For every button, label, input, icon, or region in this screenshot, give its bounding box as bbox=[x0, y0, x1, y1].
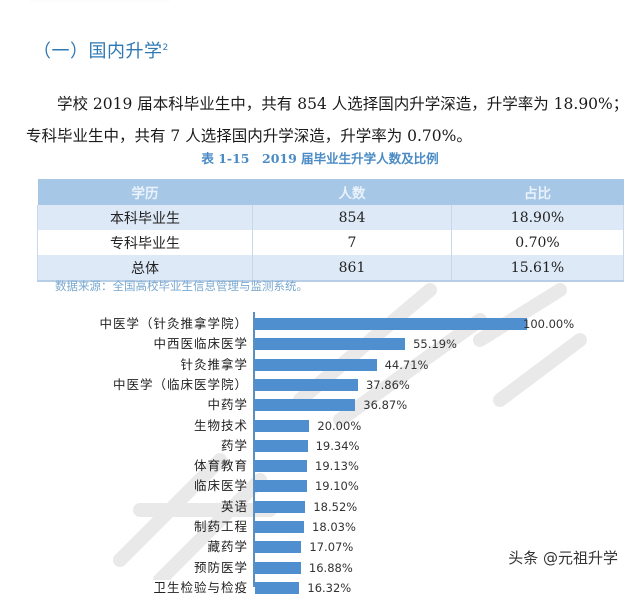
value-label: 36.87% bbox=[363, 398, 408, 413]
value-label: 19.10% bbox=[314, 479, 359, 494]
category-label: 针灸推拿学 bbox=[180, 356, 248, 372]
chart-row: 中药学 36.87% bbox=[0, 395, 640, 415]
cell: 本科毕业生 bbox=[37, 205, 253, 230]
chart-row: 药学 19.34% bbox=[0, 436, 640, 456]
bar bbox=[255, 419, 310, 432]
footnote-mark: 2 bbox=[162, 43, 169, 53]
bar bbox=[255, 399, 356, 412]
value-label: 44.71% bbox=[384, 357, 429, 372]
chart-row: 中西医临床医学 55.19% bbox=[0, 334, 640, 354]
category-label: 预防医学 bbox=[193, 559, 248, 575]
value-label: 18.03% bbox=[312, 520, 356, 534]
chart-row: 藏药学 17.07% bbox=[0, 537, 640, 557]
table-row: 总体 861 15.61% bbox=[37, 255, 624, 282]
enrollment-table: 学历 人数 占比 本科毕业生 854 18.90% 专科毕业生 7 0.70% … bbox=[37, 179, 624, 282]
section-title: （一）国内升学2 bbox=[33, 37, 169, 63]
value-label: 37.86% bbox=[365, 377, 410, 392]
chart-row: 针灸推拿学 44.71% bbox=[0, 355, 640, 375]
cell: 7 bbox=[252, 230, 452, 255]
value-label: 17.07% bbox=[309, 540, 354, 555]
value-label: 20.00% bbox=[317, 418, 362, 433]
body-paragraph: 学校 2019 届本科毕业生中，共有 854 人选择国内升学深造，升学率为 18… bbox=[26, 88, 631, 152]
chart-row: 中医学（临床医学院） 37.86% bbox=[0, 375, 640, 395]
chart-row: 英语 18.52% bbox=[0, 497, 640, 517]
bar bbox=[255, 338, 406, 351]
category-label: 生物技术 bbox=[193, 417, 248, 433]
bar bbox=[255, 439, 308, 452]
cell: 18.90% bbox=[451, 205, 624, 230]
value-label: 55.19% bbox=[413, 337, 457, 352]
bar bbox=[255, 378, 358, 391]
bar bbox=[255, 521, 305, 533]
bar bbox=[255, 561, 301, 574]
cell: 854 bbox=[252, 205, 452, 230]
table-header-row: 学历 人数 占比 bbox=[37, 179, 624, 205]
category-label: 中医学（临床医学院） bbox=[112, 376, 248, 392]
bar bbox=[255, 581, 300, 594]
paragraph-line-1: 学校 2019 届本科毕业生中，共有 854 人选择国内升学深造，升学率为 18… bbox=[57, 95, 629, 113]
bar bbox=[255, 541, 302, 554]
bar bbox=[255, 500, 306, 513]
category-label: 药学 bbox=[220, 437, 248, 453]
category-label: 中西医临床医学 bbox=[153, 336, 248, 352]
table-row: 本科毕业生 854 18.90% bbox=[37, 205, 624, 230]
bar bbox=[255, 318, 527, 330]
data-source-note: 数据来源：全国高校毕业生信息管理与监测系统。 bbox=[55, 279, 308, 293]
table-caption: 表 1-15 2019 届毕业生升学人数及比例 bbox=[201, 151, 439, 166]
category-label: 藏药学 bbox=[207, 539, 248, 555]
bar bbox=[255, 460, 308, 473]
value-label: 16.88% bbox=[308, 560, 353, 575]
table-row: 专科毕业生 7 0.70% bbox=[37, 230, 624, 255]
cut-off-heading bbox=[30, 0, 170, 4]
header-count: 人数 bbox=[252, 179, 452, 205]
category-label: 临床医学 bbox=[193, 478, 248, 494]
category-label: 制药工程 bbox=[193, 519, 248, 534]
value-label: 19.13% bbox=[315, 459, 359, 474]
cell: 861 bbox=[252, 255, 452, 282]
category-label: 中药学 bbox=[207, 397, 248, 413]
cell: 15.61% bbox=[451, 255, 624, 282]
paragraph-line-2: 专科毕业生中，共有 7 人选择国内升学深造，升学率为 0.70%。 bbox=[26, 127, 472, 145]
section-title-text: （一）国内升学 bbox=[33, 41, 163, 62]
chart-row: 临床医学 19.10% bbox=[0, 476, 640, 496]
header-ratio: 占比 bbox=[451, 179, 624, 205]
value-label: 100.00% bbox=[523, 317, 575, 331]
header-education: 学历 bbox=[37, 179, 253, 205]
source-credit: 头条 @元祖升学 bbox=[508, 549, 618, 567]
category-label: 中医学（针灸推拿学院） bbox=[99, 316, 248, 331]
chart-row: 体育教育 19.13% bbox=[0, 456, 640, 476]
cell: 0.70% bbox=[451, 230, 624, 255]
chart-row: 预防医学 16.88% bbox=[0, 558, 640, 578]
chart-row: 中医学（针灸推拿学院） 100.00% bbox=[0, 314, 640, 334]
cell: 总体 bbox=[37, 255, 253, 282]
category-label: 体育教育 bbox=[193, 458, 248, 474]
value-label: 19.34% bbox=[315, 438, 360, 453]
value-label: 18.52% bbox=[313, 499, 358, 514]
y-axis-line bbox=[253, 312, 255, 587]
cell: 专科毕业生 bbox=[37, 230, 253, 255]
category-label: 英语 bbox=[220, 498, 248, 514]
major-rate-bar-chart: 中医学（针灸推拿学院） 100.00% 中西医临床医学 55.19% 针灸推拿学 44.7… bbox=[0, 306, 640, 595]
chart-row: 制药工程 18.03% bbox=[0, 517, 640, 537]
chart-row: 生物技术 20.00% bbox=[0, 416, 640, 436]
bar bbox=[255, 358, 377, 371]
bar bbox=[255, 480, 307, 493]
